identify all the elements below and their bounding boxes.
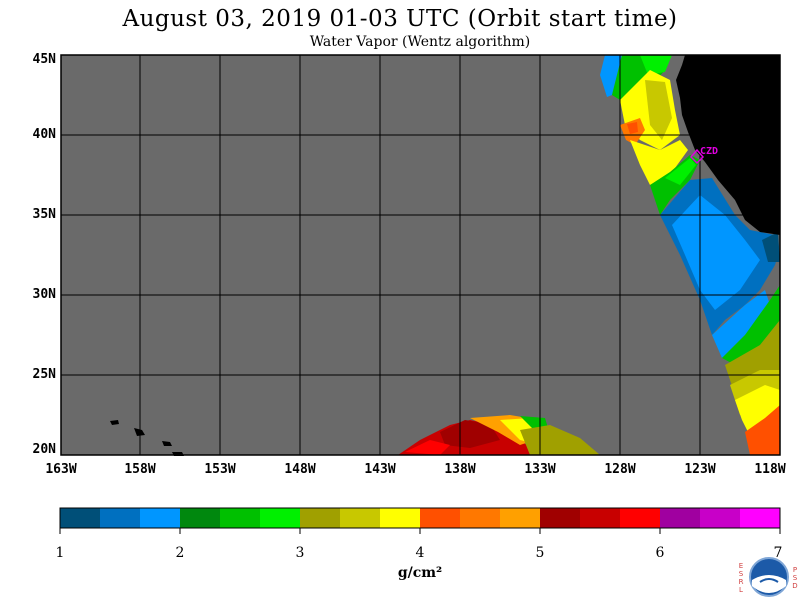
lat-label-30n: 30N [32,287,56,302]
colorbar-cell [300,508,341,528]
swath-lower-green [722,285,780,365]
colorbar-cell [620,508,661,528]
colorbar [60,508,781,528]
swath-lower-yellow [735,385,780,432]
coastal-swath [600,55,780,335]
colorbar-cell [580,508,621,528]
map-subtitle: Water Vapor (Wentz algorithm) [309,34,531,50]
colorbar-cell [140,508,181,528]
colorbar-cell [420,508,461,528]
logo-letter: S [792,574,798,582]
colorbar-tick-label: 5 [535,545,545,561]
colorbar-cell [180,508,221,528]
colorbar-ticks [59,528,781,534]
colorbar-cell [660,508,701,528]
colorbar-cell [500,508,541,528]
swath-light-green [640,55,672,75]
colorbar-cell [60,508,101,528]
lon-label-163w: 163W [45,462,77,477]
station-label: CZD [700,146,719,157]
lon-label-133w: 133W [524,462,556,477]
lat-label-25n: 25N [32,367,56,382]
lon-label-118w: 118W [754,462,786,477]
swath-central-green [520,416,548,428]
lat-label-35n: 35N [32,207,56,222]
swath-lower-orange [745,405,780,455]
logo-letter: P [792,566,798,574]
colorbar-cell [460,508,501,528]
swath-red-patch [627,122,638,134]
logo-letter: R [738,578,744,586]
lat-label-40n: 40N [32,127,56,142]
lon-label-158w: 158W [124,462,156,477]
swath-yellow-south [630,140,688,185]
lon-label-123w: 123W [684,462,716,477]
logo-letter: D [792,582,798,590]
swath-central-red [440,420,500,448]
colorbar-tick-label: 1 [55,545,65,561]
lat-label-45n: 45N [32,52,56,67]
colorbar-cell [540,508,581,528]
colorbar-cell [340,508,381,528]
colorbar-tick-label: 3 [295,545,305,561]
swath-blue-light [672,195,760,310]
colorbar-tick-label: 4 [415,545,425,561]
lon-label-138w: 138W [444,462,476,477]
swath-light-green-band [665,158,696,185]
noaa-emblem-icon [749,557,789,597]
lon-label-148w: 148W [284,462,316,477]
logo-letter: L [739,586,743,594]
swath-blue-west [600,55,622,97]
noaa-logo: E S R L P S D [737,556,799,600]
colorbar-cell [220,508,261,528]
lat-label-20n: 20N [32,442,56,457]
lon-label-143w: 143W [364,462,396,477]
grid-lines [61,55,780,455]
southern-swath [712,285,780,455]
swath-olive [645,80,672,140]
colorbar-tick-label: 6 [655,545,665,561]
logo-letter: S [738,570,744,578]
logo-letter: E [738,562,744,570]
colorbar-cell [700,508,741,528]
swath-lower-blue [712,290,770,358]
colorbar-cell [740,508,781,528]
colorbar-tick-label: 7 [773,545,783,561]
lon-label-128w: 128W [604,462,636,477]
colorbar-cell [100,508,141,528]
map-frame [60,54,781,456]
land-mass [676,55,780,235]
colorbar-tick-label: 2 [175,545,185,561]
station-marker [689,148,705,165]
map-title: August 03, 2019 01-03 UTC (Orbit start t… [122,6,678,32]
colorbar-cell [260,508,301,528]
swath-central-red-2 [405,440,450,455]
lon-label-153w: 153W [204,462,236,477]
colorbar-units: g/cm² [397,565,443,581]
swath-dark-blue-edge [762,232,780,262]
colorbar-cell [380,508,421,528]
